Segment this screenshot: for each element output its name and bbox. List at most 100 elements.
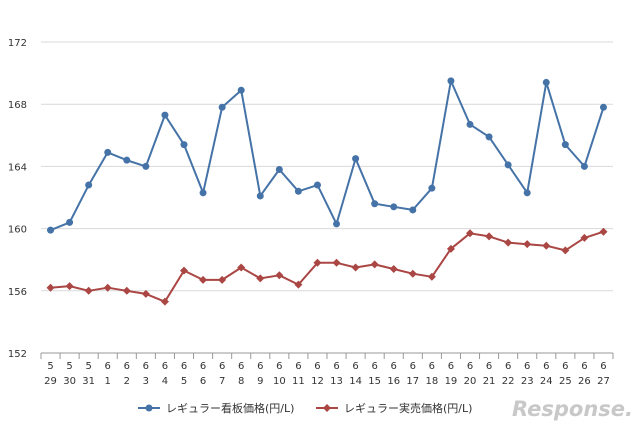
x-tick-label-month: 6 xyxy=(162,361,168,372)
data-point xyxy=(408,269,417,278)
gridlines xyxy=(41,41,613,292)
watermark-logo: Response. xyxy=(512,397,633,421)
axes xyxy=(40,352,614,359)
data-point xyxy=(580,233,589,242)
legend-label-actual-price: レギュラー実売価格(円/L) xyxy=(344,401,472,415)
legend-label-shelf-price: レギュラー看板価格(円/L) xyxy=(166,401,294,415)
series-2 xyxy=(46,227,608,306)
x-tick-label-day: 27 xyxy=(597,376,610,387)
data-point xyxy=(47,226,55,234)
x-tick-label-month: 6 xyxy=(524,361,530,372)
data-point xyxy=(523,240,532,249)
x-tick-label-day: 23 xyxy=(521,376,534,387)
x-tick-label-month: 6 xyxy=(295,361,301,372)
data-point xyxy=(199,189,207,197)
data-point xyxy=(485,133,493,141)
x-tick-label-day: 22 xyxy=(502,376,515,387)
data-point xyxy=(542,241,551,250)
data-point xyxy=(446,244,455,253)
data-point xyxy=(428,184,436,192)
x-tick-label-month: 6 xyxy=(371,361,377,372)
x-tick-label-month: 5 xyxy=(85,361,91,372)
x-tick-label-day: 19 xyxy=(445,376,458,387)
watermark-text: Response. xyxy=(512,397,633,421)
x-tick-label-month: 6 xyxy=(391,361,397,372)
y-tick-label: 156 xyxy=(8,287,27,298)
x-tick-label-day: 26 xyxy=(578,376,591,387)
data-point xyxy=(561,141,569,149)
x-tick-label-month: 6 xyxy=(333,361,339,372)
data-point xyxy=(46,283,55,292)
data-point xyxy=(104,148,112,156)
data-point xyxy=(85,181,93,189)
x-tick-label-day: 5 xyxy=(181,376,187,387)
data-point xyxy=(161,111,169,119)
data-point xyxy=(409,206,417,214)
data-point xyxy=(256,192,264,200)
x-tick-label-day: 17 xyxy=(406,376,419,387)
data-point xyxy=(599,227,608,236)
data-point xyxy=(352,155,360,163)
data-point xyxy=(218,275,227,284)
data-point xyxy=(141,289,150,298)
series-line xyxy=(50,79,605,232)
x-tick-label-day: 15 xyxy=(368,376,381,387)
x-tick-label-month: 6 xyxy=(505,361,511,372)
data-point xyxy=(447,77,455,85)
data-point xyxy=(466,229,474,238)
x-tick-label-day: 29 xyxy=(44,376,57,387)
x-tick-label-month: 6 xyxy=(219,361,225,372)
x-tick-label-day: 16 xyxy=(387,376,400,387)
x-tick-label-month: 6 xyxy=(238,361,244,372)
x-tick-label-month: 6 xyxy=(276,361,282,372)
y-tick-label: 172 xyxy=(8,38,27,49)
data-point xyxy=(370,260,379,269)
data-point xyxy=(84,286,93,295)
y-tick-labels: 152 156 160 164 168 172 xyxy=(8,38,27,360)
x-tick-label-month: 6 xyxy=(486,361,492,372)
data-point xyxy=(180,141,188,149)
legend-marker-shelf-price xyxy=(145,404,153,412)
legend: レギュラー看板価格(円/L) レギュラー実売価格(円/L) xyxy=(138,401,472,415)
data-point xyxy=(313,181,321,189)
data-point xyxy=(580,162,588,170)
data-point xyxy=(103,283,112,292)
data-point xyxy=(199,275,208,284)
x-tick-label-month: 6 xyxy=(448,361,454,372)
data-point xyxy=(275,271,284,280)
x-tick-label-day: 2 xyxy=(124,376,130,387)
data-point xyxy=(294,187,302,195)
x-tick-label-day: 10 xyxy=(273,376,286,387)
x-tick-label-month: 6 xyxy=(600,361,606,372)
x-tick-label-month: 6 xyxy=(581,361,587,372)
x-tick-label-day: 13 xyxy=(330,376,343,387)
data-point xyxy=(561,246,570,255)
x-tick-label-month: 6 xyxy=(124,361,130,372)
data-point xyxy=(504,238,513,247)
x-tick-label-month: 6 xyxy=(429,361,435,372)
data-point xyxy=(333,220,341,228)
data-point xyxy=(122,286,131,295)
data-point xyxy=(466,120,474,128)
data-point xyxy=(237,86,245,94)
x-tick-label-month: 6 xyxy=(143,361,149,372)
y-tick-label: 160 xyxy=(8,225,27,236)
x-tick-label-month: 6 xyxy=(314,361,320,372)
x-tick-label-day: 7 xyxy=(219,376,225,387)
data-point xyxy=(275,166,283,174)
data-point xyxy=(142,162,150,170)
x-tick-label-day: 4 xyxy=(162,376,168,387)
data-point xyxy=(66,218,74,226)
x-tick-label-day: 31 xyxy=(82,376,95,387)
x-tick-label-day: 25 xyxy=(559,376,572,387)
data-point xyxy=(237,263,246,272)
x-tick-label-day: 24 xyxy=(540,376,553,387)
x-tick-labels: 5295305316162636465666768696106116126136… xyxy=(44,361,610,387)
data-point xyxy=(485,232,494,241)
x-tick-label-month: 5 xyxy=(47,361,53,372)
x-tick-label-month: 6 xyxy=(105,361,111,372)
legend-marker-actual-price xyxy=(323,404,331,412)
x-tick-label-month: 5 xyxy=(66,361,72,372)
data-point xyxy=(389,265,398,274)
